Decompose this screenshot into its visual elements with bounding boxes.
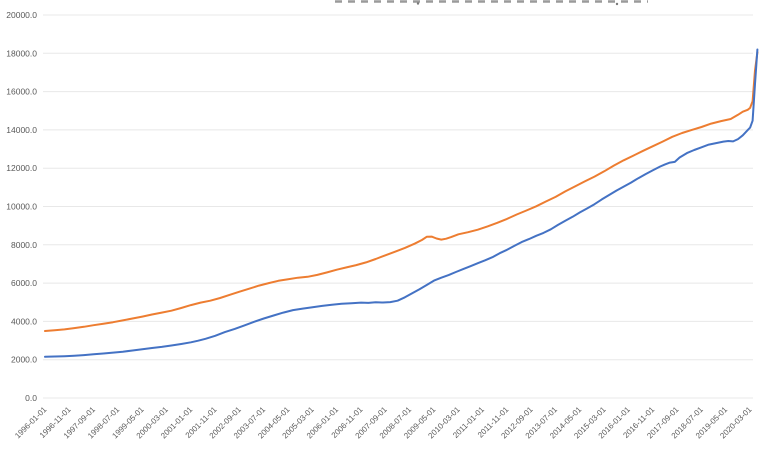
y-axis-label: 0.0: [25, 393, 37, 403]
y-axis-label: 4000.0: [11, 316, 37, 326]
y-axis-label: 10000.0: [6, 202, 37, 212]
y-axis-label: 20000.0: [6, 10, 37, 20]
series-blue-line: [44, 48, 759, 358]
y-axis-label: 16000.0: [6, 87, 37, 97]
y-axis-label: 2000.0: [11, 355, 37, 365]
clipped-title-descender: [615, 2, 619, 6]
series-orange-line: [44, 51, 759, 332]
y-axis-label: 12000.0: [6, 163, 37, 173]
y-axis-label: 6000.0: [11, 278, 37, 288]
clipped-title-descender: [416, 2, 420, 5]
y-axis-label: 14000.0: [6, 125, 37, 135]
y-axis-label: 18000.0: [6, 48, 37, 58]
y-axis-label: 8000.0: [11, 240, 37, 250]
